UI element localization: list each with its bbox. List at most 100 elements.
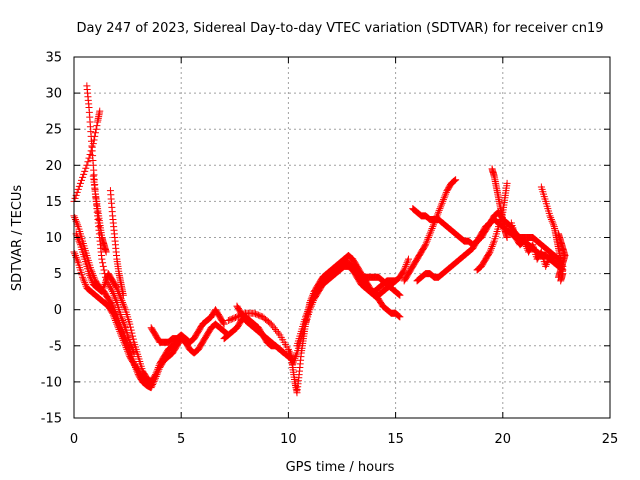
data-point: [129, 332, 137, 340]
data-point: [116, 293, 124, 301]
data-point: [401, 264, 409, 272]
data-point: [180, 337, 188, 345]
data-point: [399, 267, 407, 275]
data-point: [522, 243, 530, 251]
data-point: [152, 369, 160, 377]
series-track-18: [400, 176, 460, 285]
data-point: [503, 234, 511, 241]
data-point: [550, 259, 558, 267]
data-point: [250, 309, 258, 317]
data-point: [432, 215, 440, 223]
x-tick-label: 25: [602, 432, 619, 447]
data-point: [75, 182, 83, 190]
series-track-15: [353, 270, 404, 299]
data-point: [147, 382, 155, 390]
data-point: [108, 308, 116, 316]
x-tick-label: 0: [70, 432, 78, 447]
data-point: [119, 291, 127, 299]
data-point: [269, 322, 277, 330]
data-point: [114, 322, 122, 330]
data-point: [396, 313, 404, 321]
data-point: [154, 365, 162, 373]
data-point: [436, 205, 444, 213]
data-point: [425, 232, 433, 240]
data-point: [76, 179, 84, 187]
data-point: [219, 319, 227, 327]
data-point: [99, 262, 107, 270]
series-track-11: [224, 309, 297, 364]
data-point: [488, 243, 496, 251]
data-point: [116, 327, 124, 335]
data-point: [306, 306, 314, 314]
data-point: [88, 268, 96, 276]
data-point: [73, 232, 81, 240]
data-point: [146, 380, 154, 388]
data-point: [181, 338, 189, 346]
data-point: [427, 226, 435, 234]
data-point: [522, 241, 530, 249]
series-track-6: [106, 187, 127, 299]
data-point: [396, 291, 404, 299]
data-point: [402, 262, 410, 270]
data-point: [71, 252, 79, 260]
data-point: [154, 363, 162, 371]
data-point: [126, 320, 134, 328]
data-point: [76, 239, 84, 247]
data-point: [430, 219, 438, 227]
data-point: [252, 310, 260, 318]
data-point: [404, 257, 412, 265]
data-point: [239, 311, 247, 319]
data-point: [233, 313, 241, 321]
data-point: [86, 273, 94, 281]
data-point: [75, 237, 83, 245]
data-point: [100, 282, 108, 290]
data-point: [120, 302, 128, 310]
data-point: [126, 323, 134, 331]
data-point: [98, 255, 106, 263]
data-point: [403, 259, 411, 267]
data-point: [81, 167, 89, 175]
data-point: [226, 316, 234, 324]
data-point: [272, 326, 280, 334]
x-tick-label: 10: [280, 432, 297, 447]
data-point: [433, 212, 441, 220]
data-point: [113, 320, 121, 328]
data-point: [87, 266, 95, 274]
data-point: [429, 223, 437, 231]
data-point: [451, 176, 459, 184]
data-point: [127, 326, 135, 334]
data-point: [267, 320, 275, 328]
data-point: [100, 266, 108, 274]
data-point: [490, 237, 498, 245]
data-point: [279, 348, 287, 356]
series-track-23: [507, 219, 558, 270]
data-point: [549, 219, 557, 227]
data-point: [240, 310, 248, 318]
data-point: [292, 353, 300, 361]
data-point: [232, 314, 240, 322]
data-point: [402, 261, 410, 269]
y-tick-label: 5: [54, 267, 62, 282]
data-point: [230, 314, 238, 322]
series-track-14: [289, 262, 400, 368]
x-tick-label: 5: [177, 432, 185, 447]
data-point: [548, 217, 556, 225]
data-point: [426, 230, 434, 238]
data-point: [431, 217, 439, 225]
data-point: [85, 270, 93, 278]
data-point: [237, 311, 245, 319]
data-point: [421, 242, 429, 250]
data-point: [291, 354, 299, 362]
data-point: [544, 257, 552, 265]
data-point: [439, 197, 447, 205]
data-point: [118, 297, 126, 305]
data-point: [490, 239, 498, 247]
data-point: [79, 273, 87, 281]
data-point: [98, 288, 106, 296]
data-point: [220, 320, 228, 328]
data-point: [266, 319, 274, 327]
data-point: [79, 275, 87, 283]
data-point: [290, 356, 298, 364]
data-point: [181, 338, 189, 346]
data-point: [452, 176, 460, 184]
